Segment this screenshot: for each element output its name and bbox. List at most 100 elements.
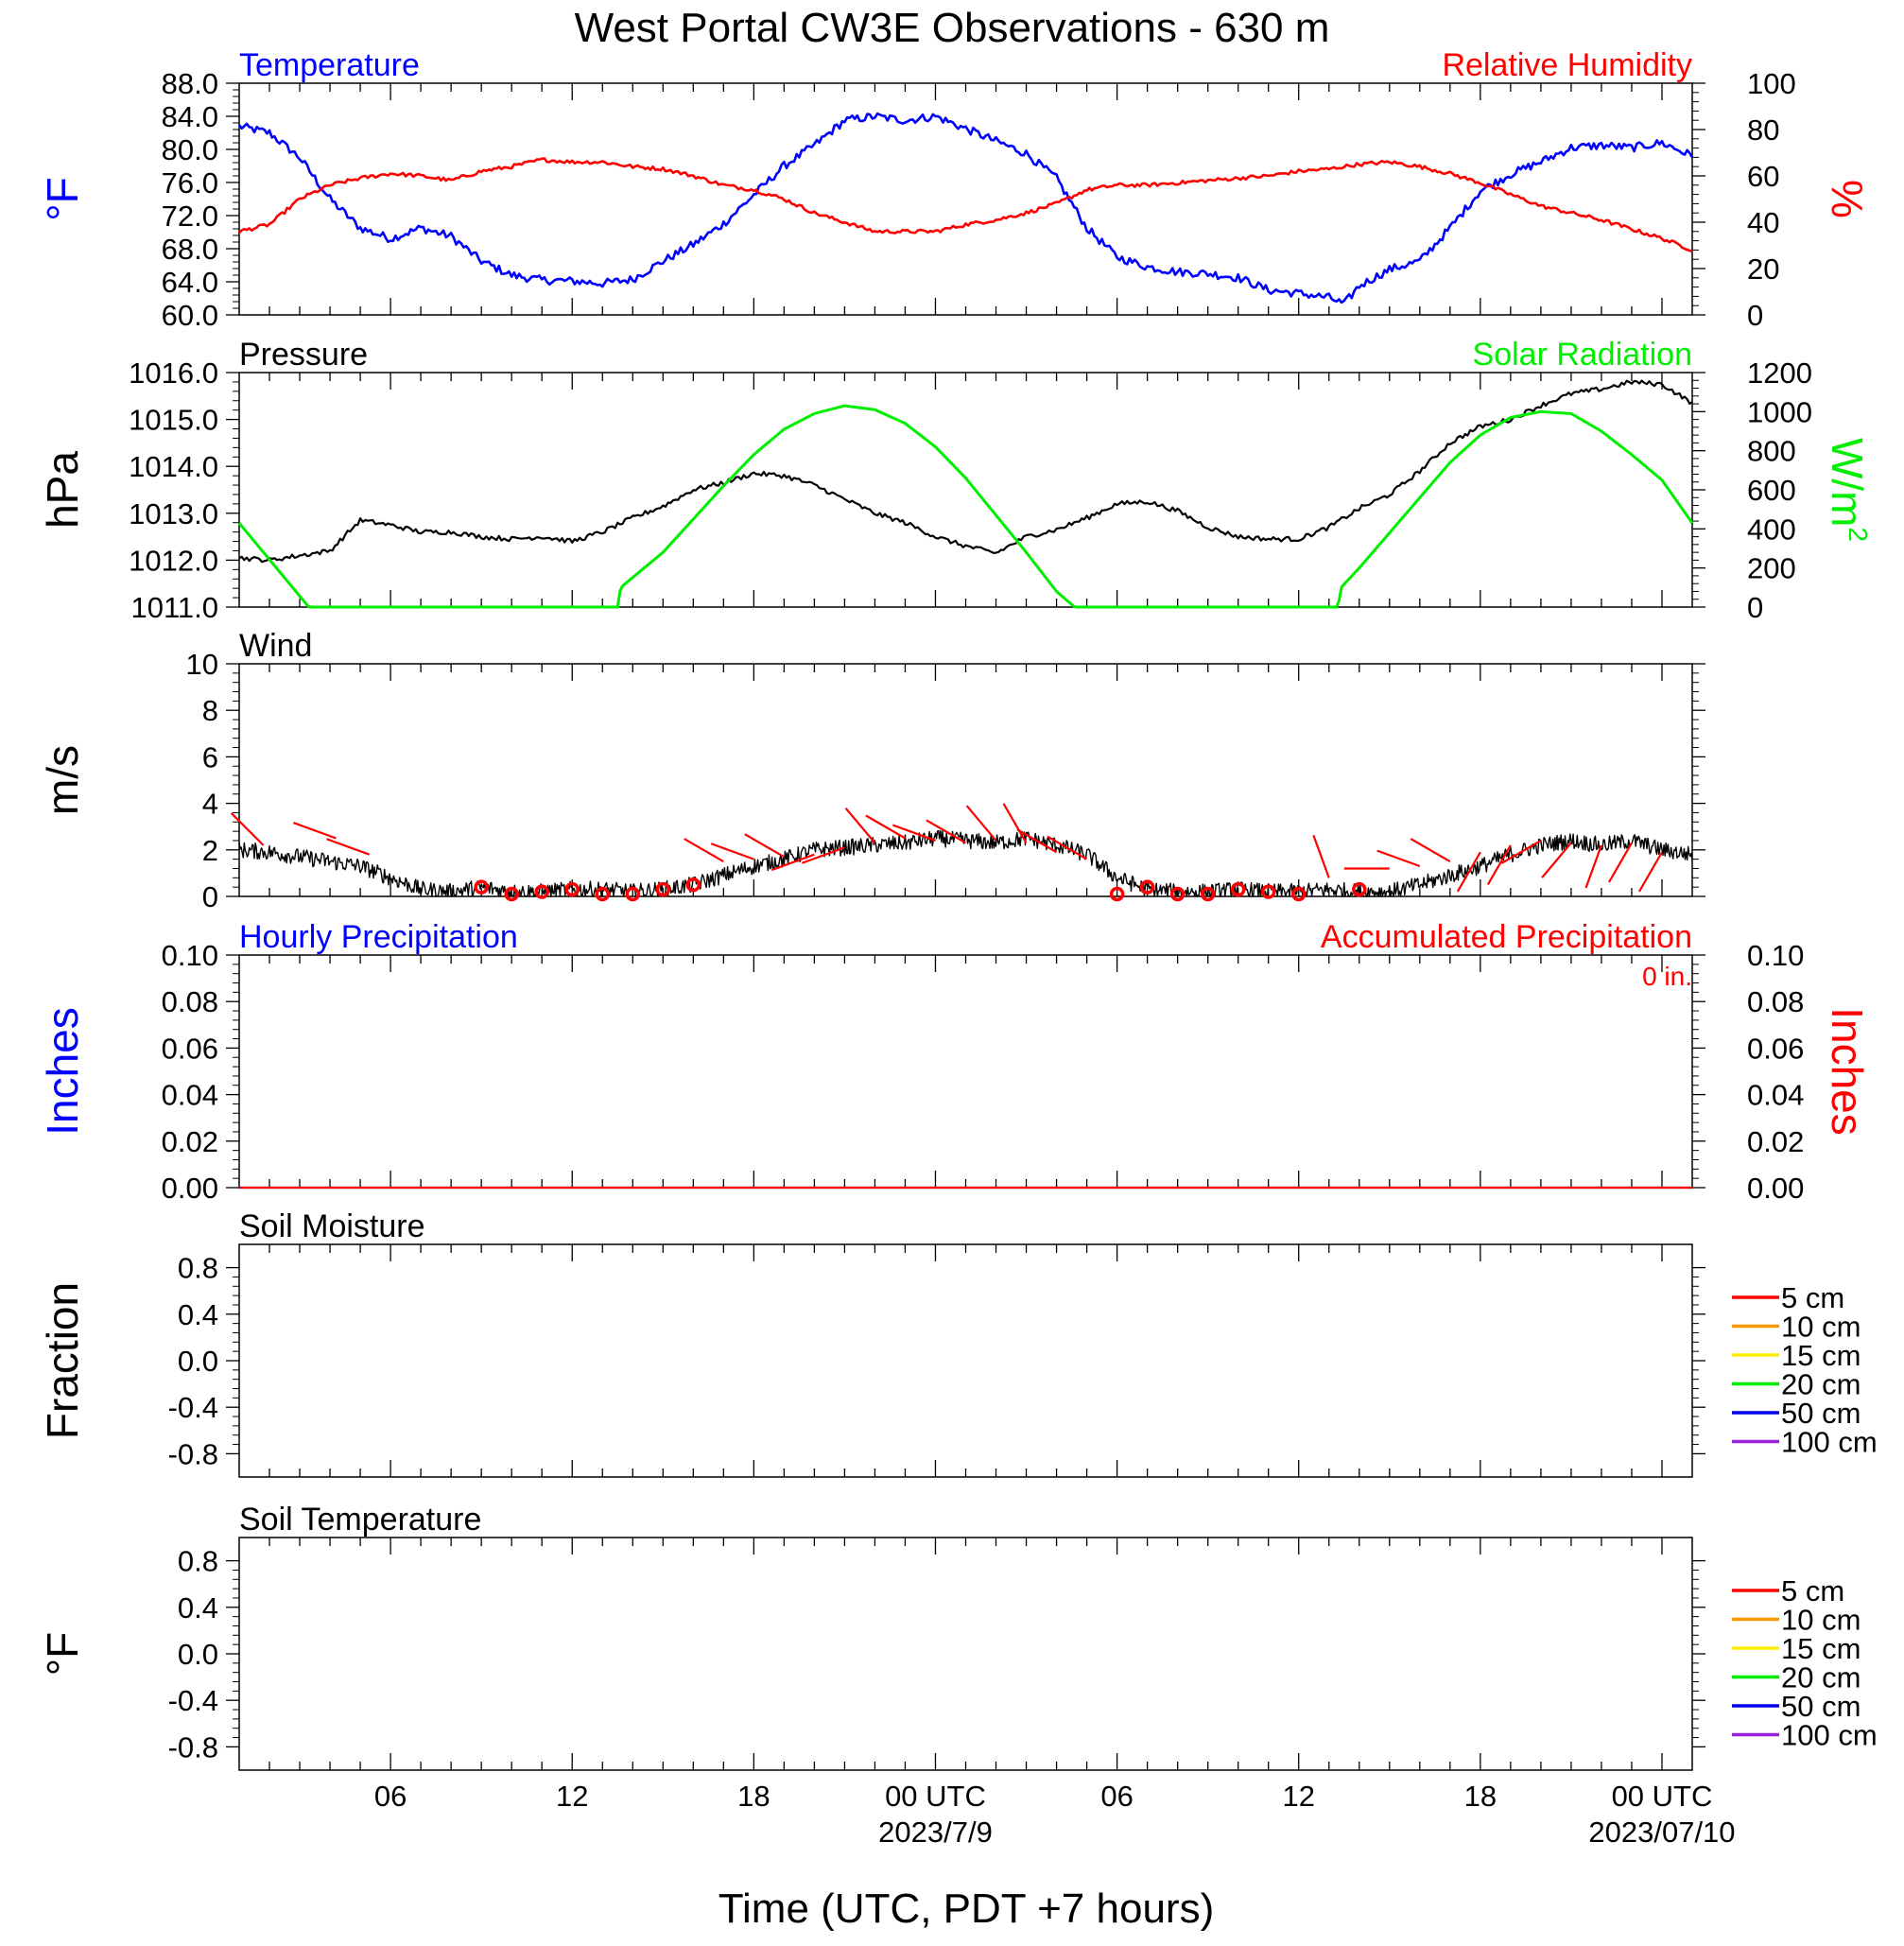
- temperature_humidity-y-tick-label: 68.0: [162, 233, 218, 266]
- wind-y-tick-label: 0: [202, 880, 218, 913]
- temperature_humidity-y-tick-label: 60.0: [162, 299, 218, 332]
- wind-barb: [1486, 844, 1512, 885]
- precipitation-y-right-tick-label: 0.02: [1747, 1125, 1804, 1158]
- pressure_solar-y-right-tick-label: 400: [1747, 513, 1796, 546]
- soil_moisture-y-tick-label: 0.8: [178, 1252, 218, 1285]
- precipitation-right-title: Accumulated Precipitation: [1321, 919, 1692, 955]
- wind-calm-circle: [1230, 881, 1246, 897]
- wind-calm-circle: [1260, 884, 1276, 899]
- temperature_humidity-left-title: Temperature: [239, 47, 420, 83]
- precipitation-y-tick-label: 0.04: [162, 1079, 218, 1112]
- wind-barb: [1608, 842, 1633, 883]
- wind-barb: [1541, 842, 1572, 878]
- wind-calm-circle: [625, 886, 641, 902]
- soil_moisture-left-title: Soil Moisture: [239, 1208, 425, 1244]
- soil_temperature-frame: [238, 1537, 1693, 1771]
- x-date-label: 2023/07/10: [1588, 1816, 1735, 1849]
- chart-title: West Portal CW3E Observations - 630 m: [575, 5, 1330, 51]
- pressure_solar-series-solar-radiation: [237, 404, 1694, 609]
- soil_moisture-frame: [238, 1243, 1693, 1478]
- wind-barb: [965, 805, 997, 842]
- pressure_solar-ylabel-right: W/m2: [1823, 438, 1873, 542]
- wind-calm-circle: [1139, 879, 1155, 895]
- soil_temperature-y-tick-label: -0.4: [168, 1684, 218, 1717]
- wind-y-tick-label: 6: [202, 740, 218, 773]
- soil_moisture-legend-label: 5 cm: [1781, 1281, 1844, 1314]
- wind-barb: [1002, 803, 1028, 843]
- wind-barb: [801, 846, 845, 864]
- temperature_humidity-y-right-tick-label: 60: [1747, 160, 1779, 193]
- x-tick-label: 12: [556, 1780, 588, 1813]
- wind-barb: [1638, 851, 1663, 893]
- wind-y-tick-label: 10: [186, 648, 218, 681]
- temperature_humidity-y-tick-label: 88.0: [162, 67, 218, 100]
- temperature_humidity-y-tick-label: 64.0: [162, 266, 218, 299]
- wind-y-tick-label: 8: [202, 694, 218, 727]
- wind-calm-circle: [1169, 886, 1186, 902]
- pressure_solar-ylabel-right-sup: 2: [1843, 527, 1873, 542]
- pressure_solar-y-tick-label: 1015.0: [129, 404, 218, 437]
- wind-calm-circle: [564, 881, 580, 897]
- temperature_humidity-right-title: Relative Humidity: [1442, 47, 1692, 83]
- precipitation-y-right-tick-label: 0.08: [1747, 985, 1804, 1018]
- precipitation-frame: [238, 954, 1693, 1189]
- precipitation-y-right-tick-label: 0.04: [1747, 1079, 1804, 1112]
- wind-calm-circle: [534, 884, 549, 899]
- soil_moisture-legend-label: 100 cm: [1781, 1426, 1878, 1459]
- soil_temperature-legend-label: 15 cm: [1781, 1632, 1861, 1665]
- soil_temperature-y-tick-label: -0.8: [168, 1730, 218, 1764]
- pressure_solar-y-right-tick-label: 1000: [1747, 395, 1812, 428]
- wind-barb: [744, 833, 785, 859]
- temperature_humidity-y-right-tick-label: 20: [1747, 252, 1779, 286]
- precipitation-y-right-tick-label: 0.00: [1747, 1172, 1804, 1205]
- x-tick-label: 18: [1464, 1780, 1497, 1813]
- soil_moisture-ylabel-left: Fraction: [38, 1282, 87, 1439]
- soil_temperature-left-title: Soil Temperature: [239, 1502, 481, 1538]
- precipitation-y-tick-label: 0.10: [162, 939, 218, 972]
- x-tick-label: 00 UTC: [885, 1780, 986, 1813]
- temperature_humidity-y-right-tick-label: 100: [1747, 67, 1796, 100]
- pressure_solar-y-tick-label: 1013.0: [129, 497, 218, 530]
- wind-barb: [230, 812, 265, 846]
- wind-y-tick-label: 2: [202, 834, 218, 867]
- soil_temperature-y-tick-label: 0.8: [178, 1545, 218, 1578]
- x-date-label: 2023/7/9: [878, 1816, 993, 1849]
- temperature_humidity-y-right-tick-label: 80: [1747, 113, 1779, 147]
- wind-barb: [770, 853, 815, 872]
- x-axis-label: Time (UTC, PDT +7 hours): [718, 1885, 1214, 1932]
- pressure_solar-left-title: Pressure: [239, 337, 368, 373]
- wind-barb: [1410, 838, 1451, 863]
- temperature_humidity-ylabel-left: °F: [38, 177, 87, 221]
- wind-calm-circle: [595, 886, 610, 902]
- temperature_humidity-y-tick-label: 72.0: [162, 200, 218, 233]
- precipitation-y-right-tick-label: 0.10: [1747, 939, 1804, 972]
- pressure_solar-y-tick-label: 1014.0: [129, 450, 218, 483]
- soil_temperature-y-tick-label: 0.4: [178, 1591, 218, 1625]
- wind-barb: [1016, 828, 1058, 854]
- wind-barb: [326, 838, 371, 856]
- soil_moisture-legend-label: 50 cm: [1781, 1397, 1861, 1430]
- wind-barb: [926, 819, 967, 844]
- pressure_solar-y-right-tick-label: 0: [1747, 591, 1763, 624]
- wind-calm-circle: [1290, 886, 1307, 902]
- soil_moisture-y-tick-label: -0.8: [168, 1437, 218, 1470]
- x-tick-label: 12: [1282, 1780, 1314, 1813]
- wind-calm-circle: [685, 877, 701, 893]
- soil_temperature-ylabel-left: °F: [38, 1632, 87, 1677]
- wind-barb: [710, 843, 754, 860]
- precipitation-left-title: Hourly Precipitation: [239, 919, 518, 955]
- temperature_humidity-series-temperature: [237, 112, 1694, 304]
- wind-calm-circle: [474, 879, 489, 895]
- wind-barb: [865, 814, 907, 840]
- temperature_humidity-y-tick-label: 84.0: [162, 100, 218, 133]
- wind-barb: [1584, 844, 1602, 889]
- accumulated-precip-total: 0 in.: [1642, 962, 1692, 991]
- wind-calm-circle: [1109, 886, 1125, 902]
- pressure_solar-y-tick-label: 1016.0: [129, 356, 218, 390]
- precipitation-ylabel-right: Inches: [1823, 1007, 1872, 1136]
- precipitation-y-right-tick-label: 0.06: [1747, 1032, 1804, 1065]
- pressure_solar-frame: [238, 372, 1693, 608]
- wind-y-tick-label: 4: [202, 788, 218, 821]
